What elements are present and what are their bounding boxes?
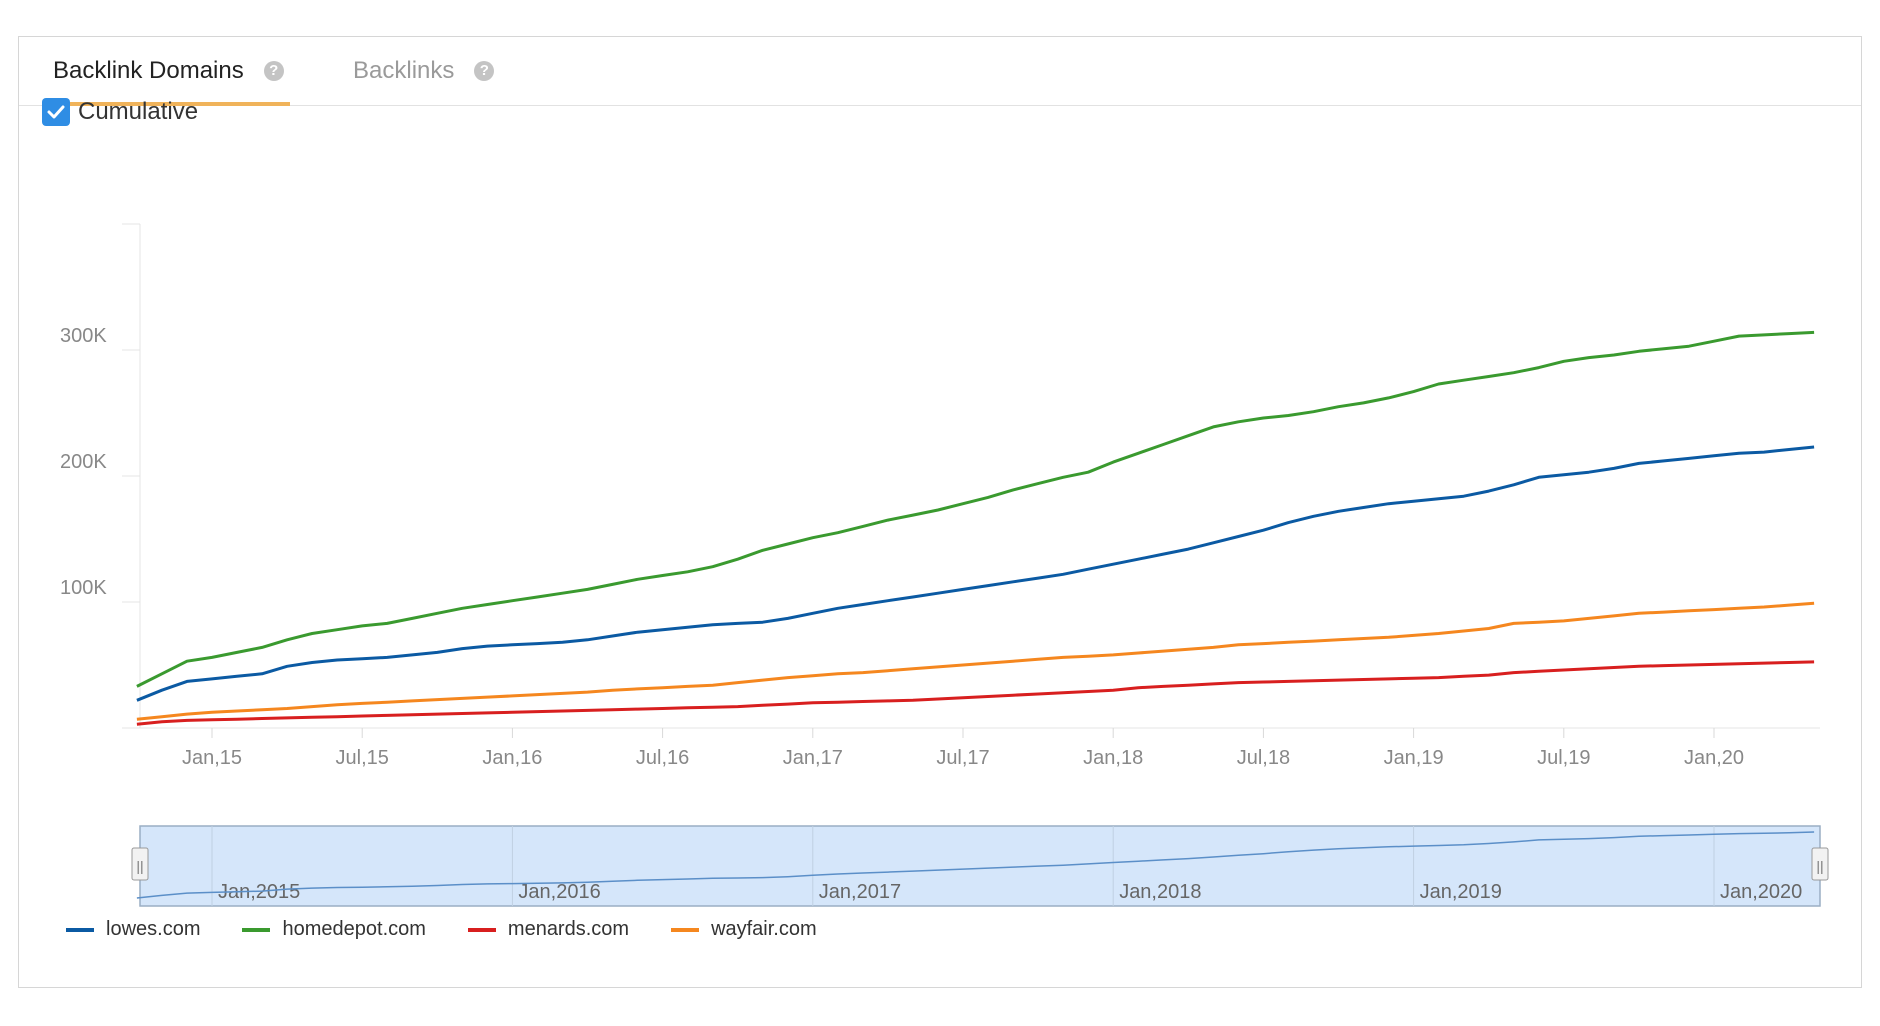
x-tick-label: Jan,20 xyxy=(1684,747,1744,769)
legend-label-menards: menards.com xyxy=(507,918,630,940)
tab-backlinks[interactable]: Backlinks ? xyxy=(353,37,495,105)
tab-backlink-domains-label: Backlink Domains xyxy=(53,57,244,84)
legend-label-homedepot: homedepot.com xyxy=(282,918,426,940)
x-tick-label: Jan,16 xyxy=(482,747,542,769)
cumulative-checkbox[interactable]: Cumulative xyxy=(42,98,198,126)
x-tick-label: Jul,18 xyxy=(1237,747,1290,769)
navigator-range-selector xyxy=(139,825,1821,907)
navigator-label: Jan,2017 xyxy=(819,881,901,903)
help-icon[interactable]: ? xyxy=(263,61,284,81)
handle-grip-icon: || xyxy=(136,858,143,874)
legend-item-wayfair[interactable]: wayfair.com xyxy=(671,918,817,941)
handle-grip-icon: || xyxy=(1816,858,1823,874)
legend-label-lowes: lowes.com xyxy=(106,918,201,940)
legend-swatch-menards xyxy=(467,927,496,932)
navigator-label: Jan,2016 xyxy=(518,881,600,903)
legend-item-menards[interactable]: menards.com xyxy=(467,918,630,941)
series-line-homedepot xyxy=(136,330,1815,688)
legend-label-wayfair: wayfair.com xyxy=(711,918,817,940)
series-line-menards xyxy=(136,660,1815,726)
legend-swatch-wayfair xyxy=(671,927,700,932)
navigator-label: Jan,2018 xyxy=(1119,881,1201,903)
y-tick-label: 200K xyxy=(60,451,107,473)
navigator-label: Jan,2020 xyxy=(1720,881,1802,903)
legend-item-homedepot[interactable]: homedepot.com xyxy=(242,918,426,941)
x-tick-label: Jan,15 xyxy=(182,747,242,769)
help-icon[interactable]: ? xyxy=(474,61,495,81)
x-tick-label: Jan,17 xyxy=(783,747,843,769)
tab-backlink-domains[interactable]: Backlink Domains ? xyxy=(53,37,290,106)
checkbox-checked-icon[interactable] xyxy=(42,98,70,126)
navigator-label: Jan,2019 xyxy=(1420,881,1502,903)
navigator-right-handle[interactable] xyxy=(1811,847,1829,881)
chart-legend: lowes.com homedepot.com menards.com wayf… xyxy=(66,918,859,941)
navigator-left-handle[interactable] xyxy=(131,847,149,881)
legend-swatch-homedepot xyxy=(242,927,271,932)
navigator-series-line xyxy=(136,831,1815,899)
x-tick-label: Jul,15 xyxy=(336,747,389,769)
series-line-lowes xyxy=(136,445,1815,702)
active-tab-underline xyxy=(53,102,290,106)
x-tick-label: Jan,18 xyxy=(1083,747,1143,769)
cumulative-label: Cumulative xyxy=(78,98,199,125)
legend-swatch-lowes xyxy=(66,927,94,932)
legend-item-lowes[interactable]: lowes.com xyxy=(66,918,200,941)
x-tick-label: Jul,17 xyxy=(936,747,989,769)
x-tick-label: Jul,19 xyxy=(1537,747,1590,769)
y-tick-label: 100K xyxy=(60,577,107,599)
tab-backlinks-label: Backlinks xyxy=(353,57,455,84)
navigator-label: Jan,2015 xyxy=(218,881,300,903)
x-tick-label: Jul,16 xyxy=(636,747,689,769)
x-tick-label: Jan,19 xyxy=(1384,747,1444,769)
series-line-wayfair xyxy=(136,601,1815,721)
y-tick-label: 300K xyxy=(60,325,107,347)
tab-bar: Backlink Domains ? Backlinks ? xyxy=(19,37,1861,106)
